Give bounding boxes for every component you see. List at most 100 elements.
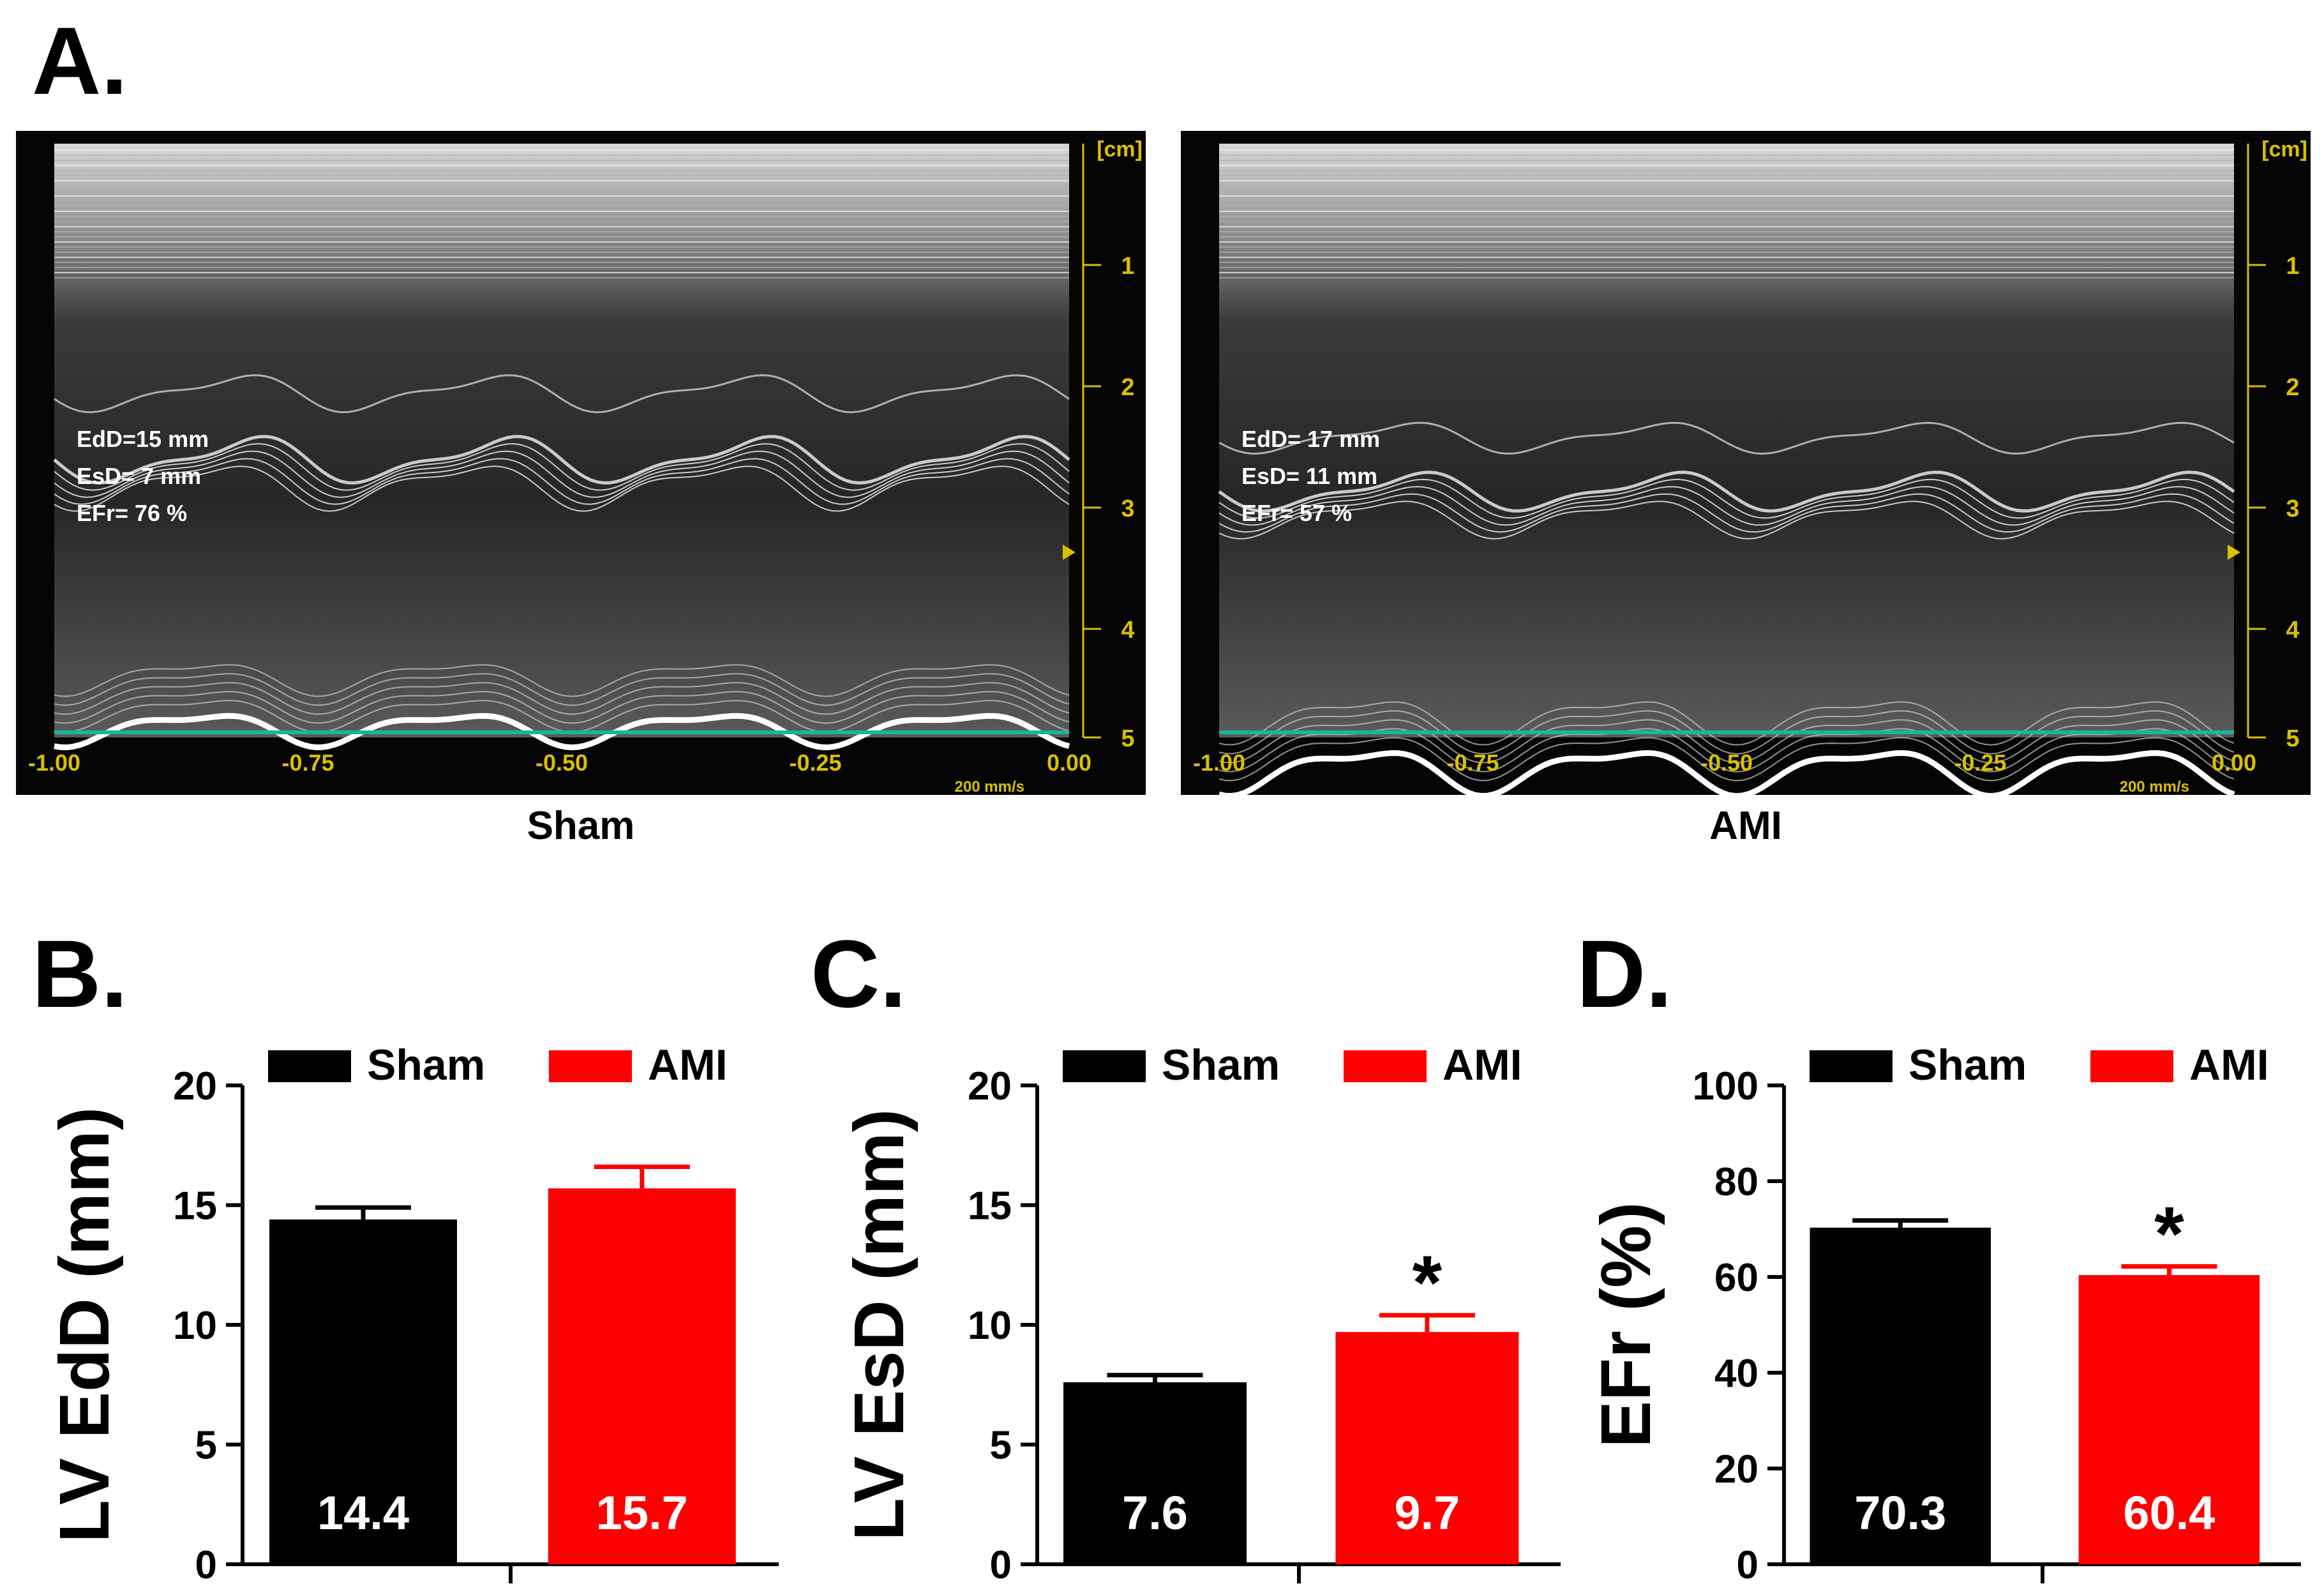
value-label-sham: 14.4 [317, 1486, 409, 1539]
echo-posterior-wall-trace [1218, 728, 2235, 773]
y-tick-label: 80 [1714, 1160, 1758, 1204]
echo-depth-unit: [cm] [2261, 137, 2307, 162]
echo-caption-sham: Sham [527, 804, 635, 848]
echo-time-tick-label: -0.25 [1954, 750, 2006, 776]
panel-label-b: B. [32, 920, 128, 1027]
echo-measurement-text: EdD= 17 mm [1241, 426, 1380, 452]
echo-time-tick-label: 0.00 [2212, 750, 2256, 776]
echo-anterior-wall-trace [54, 458, 1070, 505]
y-tick-label: 20 [173, 1064, 217, 1108]
echo-posterior-wall-trace [1218, 719, 2235, 764]
echo-time-tick-label: -0.75 [1446, 750, 1499, 776]
echo-posterior-wall-bright [1218, 750, 2235, 795]
echo-depth-tick-label: 3 [2286, 495, 2299, 522]
echo-measurement-text: EFr= 76 % [77, 500, 187, 526]
legend-swatch-ami [1344, 1050, 1427, 1082]
bar-sham [269, 1219, 457, 1564]
legend-label-ami: AMI [2189, 1041, 2269, 1089]
echo-posterior-wall-trace [54, 691, 1070, 724]
y-tick-label: 5 [990, 1424, 1012, 1468]
echo-depth-tick-label: 5 [1121, 725, 1134, 752]
value-label-sham: 70.3 [1854, 1486, 1946, 1539]
value-label-ami: 60.4 [2123, 1486, 2215, 1539]
echo-anterior-wall-trace [1218, 501, 2235, 540]
echo-anterior-wall-trace [1218, 493, 2235, 533]
echo-anterior-wall-trace [1218, 478, 2235, 519]
echo-depth-tick-label: 4 [2286, 617, 2299, 644]
y-tick-label: 0 [195, 1543, 217, 1587]
y-tick-label: 15 [968, 1184, 1012, 1228]
echo-septum-trace [1218, 421, 2235, 455]
legend-label-sham: Sham [367, 1041, 485, 1089]
panel-label-d: D. [1577, 920, 1672, 1027]
echo-plot-sham: [cm] 1 2 3 4 5 -1.00 -0.75 -0.50 -0.25 0.00 200 mm/… [28, 137, 1143, 795]
y-axis-title: LV EsD (mm) [840, 1109, 918, 1541]
bar-chart-edd: 0 5 10 15 20 LV EdD (mm) 14.4 15.7 Sham AMI [45, 1041, 779, 1587]
echo-focus-marker [2228, 545, 2240, 560]
echo-sweep-speed: 200 mm/s [2120, 778, 2189, 795]
panel-label-a: A. [32, 7, 128, 114]
echo-time-tick-label: -0.25 [789, 750, 841, 776]
significance-marker-ami: * [1413, 1240, 1443, 1325]
echo-time-tick-label: -0.50 [1700, 750, 1753, 776]
echo-posterior-wall-bright [54, 713, 1070, 751]
echo-measurement-text: EsD= 11 mm [1241, 463, 1377, 489]
echo-posterior-wall-trace [54, 664, 1070, 697]
y-tick-label: 5 [195, 1424, 217, 1468]
y-tick-label: 10 [173, 1304, 217, 1348]
legend-label-ami: AMI [1443, 1041, 1522, 1089]
legend-label-ami: AMI [648, 1041, 728, 1089]
echo-anterior-wall-trace [54, 450, 1070, 498]
y-tick-label: 40 [1714, 1352, 1758, 1396]
echo-posterior-wall-trace [1218, 737, 2235, 781]
echo-depth-tick-label: 2 [2286, 374, 2299, 401]
echo-measurement-text: EFr= 57 % [1241, 500, 1352, 526]
bar-sham [1063, 1382, 1247, 1564]
echo-depth-tick-label: 4 [1121, 617, 1134, 644]
echo-time-tick-label: -1.00 [1193, 750, 1245, 776]
value-label-ami: 9.7 [1394, 1486, 1460, 1539]
bar-chart-esd: 0 5 10 15 20 LV EsD (mm) 7.6 9.7 * Sham AMI [840, 1041, 1561, 1587]
legend-swatch-ami [549, 1050, 632, 1082]
value-label-sham: 7.6 [1122, 1486, 1188, 1539]
legend-label-sham: Sham [1908, 1041, 2027, 1089]
echo-caption-ami: AMI [1709, 804, 1782, 848]
significance-marker-ami: * [2154, 1191, 2184, 1277]
y-tick-label: 0 [990, 1543, 1012, 1587]
y-tick-label: 0 [1737, 1543, 1758, 1587]
y-tick-label: 100 [1693, 1064, 1758, 1108]
echo-measurement-text: EsD= 7 mm [77, 463, 201, 489]
echo-anterior-wall-trace [1218, 486, 2235, 526]
echo-depth-tick-label: 2 [1121, 374, 1134, 401]
bar-sham [1810, 1227, 1991, 1564]
echo-septum-trace [54, 374, 1070, 414]
echo-time-tick-label: -1.00 [28, 750, 80, 776]
echo-anterior-wall-trace [53, 435, 1070, 485]
bar-ami [2078, 1275, 2260, 1564]
y-tick-label: 20 [1714, 1447, 1758, 1491]
bar-ami [548, 1188, 736, 1564]
value-label-ami: 15.7 [596, 1486, 688, 1539]
legend-swatch-sham [1063, 1050, 1146, 1082]
y-tick-label: 10 [968, 1304, 1012, 1348]
echo-time-tick-label: -0.75 [281, 750, 334, 776]
y-tick-label: 20 [968, 1064, 1012, 1108]
echo-anterior-wall-trace [1218, 471, 2235, 513]
echo-plot-ami: [cm] 1 2 3 4 5 -1.00 -0.75 -0.50 -0.25 0.00 200 mm/… [1193, 137, 2307, 795]
y-tick-label: 60 [1714, 1256, 1758, 1300]
legend-swatch-sham [1810, 1050, 1893, 1082]
echo-depth-tick-label: 1 [1121, 253, 1134, 280]
bar-ami [1335, 1332, 1519, 1564]
y-axis-title: LV EdD (mm) [45, 1107, 124, 1543]
echo-depth-tick-label: 1 [2286, 253, 2299, 280]
echo-focus-marker [1063, 545, 1076, 560]
echo-posterior-wall-trace [54, 682, 1070, 715]
echo-posterior-wall-trace [1218, 701, 2235, 746]
echo-posterior-wall-trace [1218, 710, 2235, 755]
echo-anterior-wall-trace [54, 442, 1070, 491]
echo-image-ami: [cm] 1 2 3 4 5 -1.00 -0.75 -0.50 -0.25 0.00 200 mm/… [1181, 131, 2311, 795]
legend-label-sham: Sham [1162, 1041, 1280, 1089]
echo-sweep-speed: 200 mm/s [955, 778, 1024, 795]
echo-anterior-wall-trace [54, 465, 1070, 512]
echo-time-tick-label: -0.50 [536, 750, 588, 776]
